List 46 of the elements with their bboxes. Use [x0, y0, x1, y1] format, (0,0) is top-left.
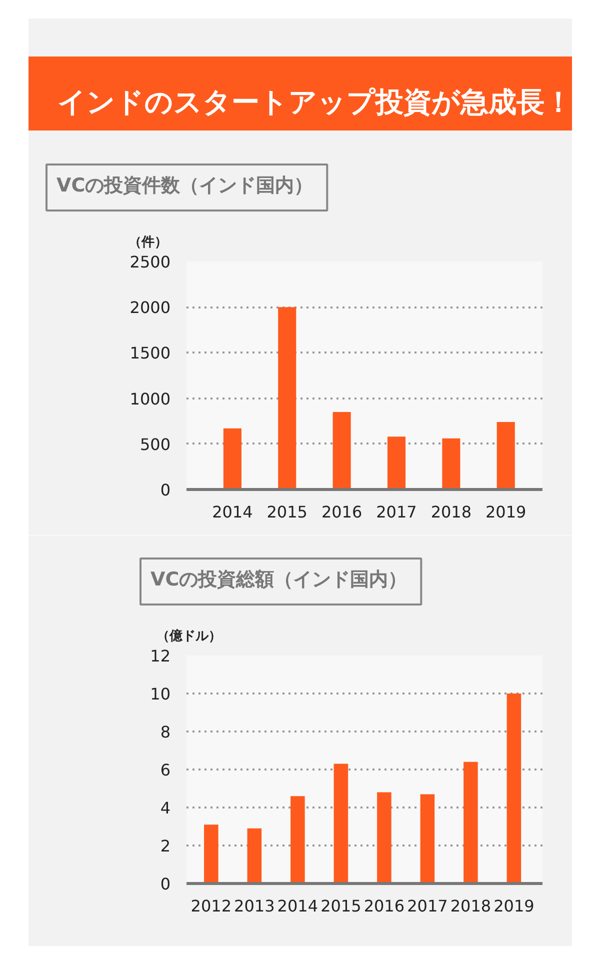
- y-axis-title: （件）: [128, 235, 168, 250]
- y-tick-label: 500: [140, 434, 171, 454]
- x-tick-label: 2017: [407, 896, 448, 916]
- bar: [223, 428, 242, 490]
- x-tick-label: 2019: [494, 896, 534, 916]
- chart-subtitle: VCの投資件数（インド国内）: [56, 174, 314, 196]
- x-tick-label: 2016: [321, 502, 362, 522]
- chart-title: インドのスタートアップ投資が急成長！: [58, 86, 572, 118]
- bar: [204, 824, 218, 884]
- x-tick-label: 2014: [277, 896, 318, 916]
- bar: [506, 694, 522, 884]
- x-tick-label: 2012: [190, 896, 232, 916]
- y-tick-label: 2: [160, 836, 171, 856]
- bar: [332, 412, 351, 490]
- y-tick-label: 2500: [130, 252, 170, 272]
- x-tick-label: 2018: [450, 896, 492, 916]
- x-tick-label: 2016: [364, 896, 405, 916]
- y-tick-label: 8: [160, 722, 171, 742]
- bar: [442, 438, 460, 490]
- bar: [377, 792, 392, 884]
- x-tick-label: 2013: [234, 896, 275, 916]
- bar: [420, 794, 435, 884]
- x-tick-label: 2015: [320, 896, 362, 916]
- bar: [290, 796, 305, 884]
- y-tick-label: 1500: [130, 344, 170, 363]
- bar: [334, 764, 348, 884]
- y-tick-label: 0: [160, 480, 171, 500]
- y-tick-label: 6: [160, 760, 171, 780]
- bar: [247, 828, 262, 884]
- y-tick-label: 10: [150, 684, 170, 704]
- y-tick-label: 4: [160, 798, 171, 818]
- x-tick-label: 2014: [212, 502, 253, 522]
- bar: [387, 436, 406, 490]
- y-tick-label: 12: [150, 646, 170, 666]
- bar: [464, 762, 478, 884]
- x-tick-label: 2017: [376, 502, 417, 522]
- x-tick-label: 2015: [266, 502, 308, 522]
- y-axis-title: （億ドル）: [156, 628, 222, 644]
- y-tick-label: 1000: [130, 389, 170, 408]
- bar: [496, 422, 515, 490]
- chart-title: VCの投資総額（インド国内）: [150, 568, 408, 590]
- x-tick-label: 2019: [486, 502, 526, 522]
- y-tick-label: 2000: [130, 298, 170, 318]
- bar: [278, 307, 296, 490]
- y-tick-label: 0: [160, 874, 171, 894]
- x-tick-label: 2018: [430, 502, 472, 522]
